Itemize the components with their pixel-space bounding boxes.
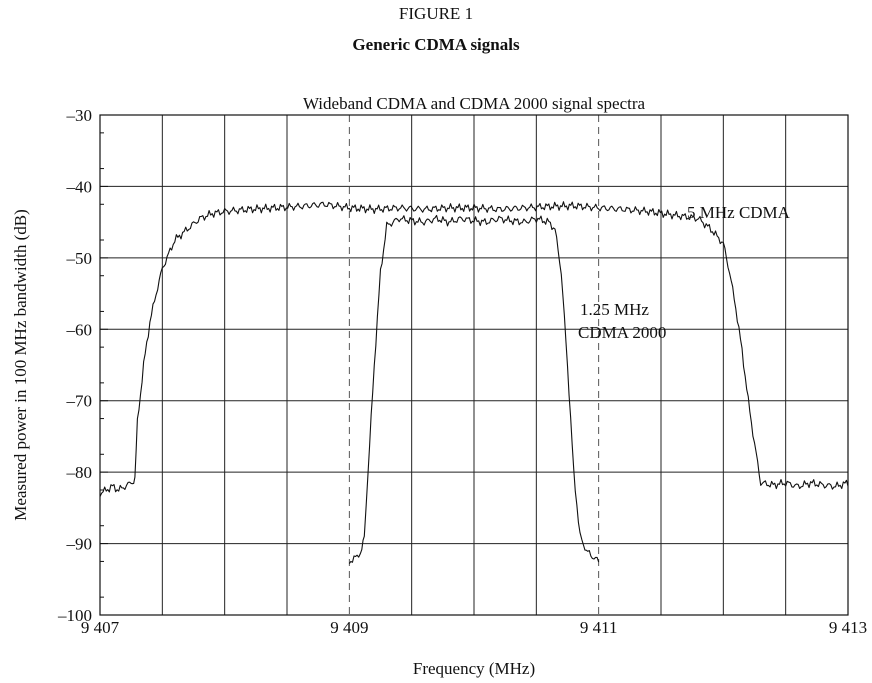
y-tick-label: –30	[66, 106, 93, 125]
series-label-5mhz-cdma: 5 MHz CDMA	[687, 203, 791, 222]
series-label-cdma2000-line1: 1.25 MHz	[580, 300, 649, 319]
y-tick-label: –40	[66, 177, 93, 196]
y-tick-label: –60	[66, 320, 93, 339]
chart-title: Wideband CDMA and CDMA 2000 signal spect…	[303, 94, 646, 113]
y-tick-label: –90	[66, 535, 93, 554]
x-tick-label: 9 413	[829, 618, 867, 637]
figure-label: FIGURE 1	[398, 4, 474, 23]
series-5mhz-cdma	[99, 201, 849, 497]
series-label-cdma2000-line2: CDMA 2000	[578, 323, 666, 342]
x-tick-label: 9 407	[81, 618, 120, 637]
grid	[100, 114, 848, 616]
y-tick-label: –50	[66, 249, 93, 268]
y-tick-label: –70	[66, 392, 93, 411]
y-tick-label: –80	[66, 463, 93, 482]
series-cdma2000	[348, 214, 600, 564]
x-tick-label: 9 409	[330, 618, 368, 637]
series-lines	[99, 201, 849, 564]
x-axis-label: Frequency (MHz)	[413, 659, 535, 678]
y-axis-label: Measured power in 100 MHz bandwidth (dB)	[11, 209, 30, 521]
y-tick-label: –100	[57, 606, 92, 625]
figure-title: Generic CDMA signals	[352, 35, 520, 54]
plot-frame	[99, 114, 849, 616]
x-tick-label: 9 411	[580, 618, 618, 637]
